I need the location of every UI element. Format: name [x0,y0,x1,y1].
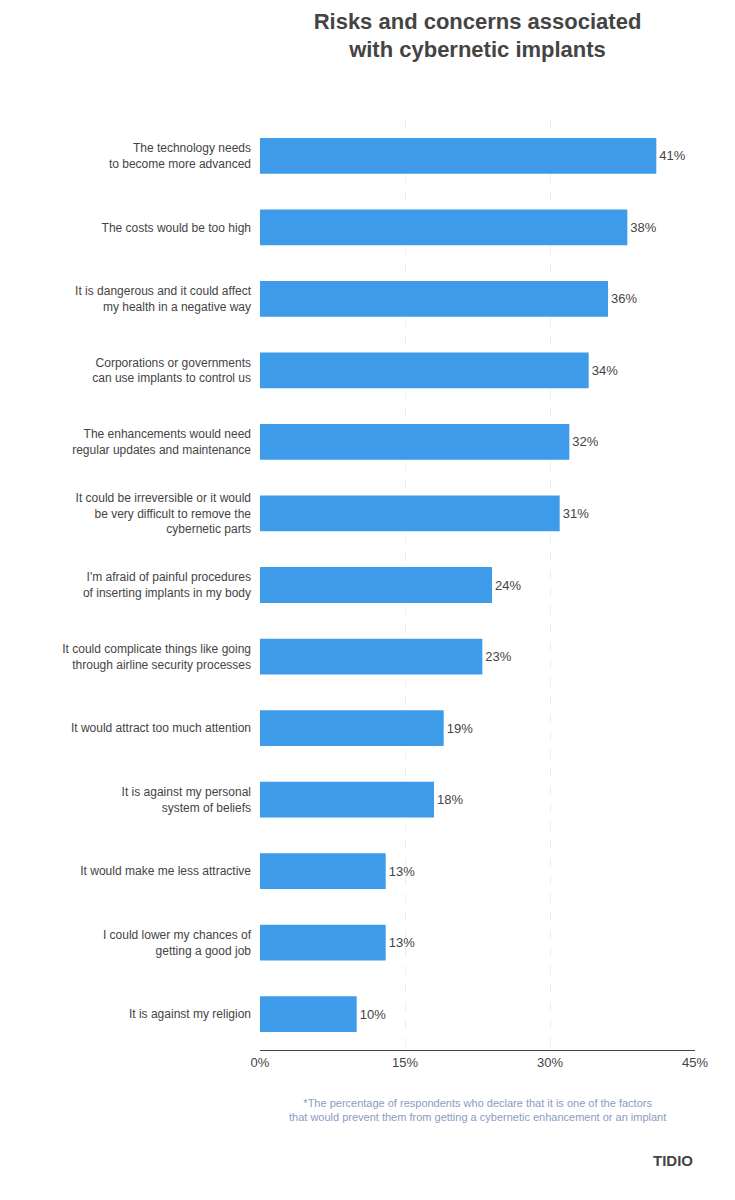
svg-text:Corporations or governmentscan: Corporations or governmentscan use impla… [92,356,251,386]
svg-text:It could complicate things lik: It could complicate things like goingthr… [62,642,251,672]
svg-text:41%: 41% [659,148,685,163]
svg-text:36%: 36% [611,291,637,306]
svg-text:The technology needsto become: The technology needsto become more advan… [109,141,251,171]
svg-text:The enhancements would needreg: The enhancements would needregular updat… [72,427,251,457]
svg-text:It is against my personalsyste: It is against my personalsystem of belie… [122,785,251,815]
svg-text:It would make me less attracti: It would make me less attractive [80,864,251,878]
svg-text:13%: 13% [389,864,415,879]
svg-text:Risks and concerns associatedw: Risks and concerns associatedwith cybern… [314,9,642,63]
svg-text:45%: 45% [682,1055,708,1070]
svg-text:It is dangerous and it could a: It is dangerous and it could affectmy he… [75,284,252,314]
svg-text:It is against my religion: It is against my religion [129,1007,251,1021]
svg-text:32%: 32% [572,434,598,449]
svg-text:0%: 0% [251,1055,270,1070]
svg-text:It could be irreversible or it: It could be irreversible or it wouldbe v… [76,491,252,536]
svg-text:It would attract too much atte: It would attract too much attention [71,721,251,735]
svg-text:24%: 24% [495,578,521,593]
svg-text:*The percentage of respondents: *The percentage of respondents who decla… [289,1097,666,1123]
svg-text:23%: 23% [485,649,511,664]
svg-text:30%: 30% [537,1055,563,1070]
svg-text:34%: 34% [592,363,618,378]
svg-text:TIDIO: TIDIO [653,1152,693,1169]
svg-text:38%: 38% [630,220,656,235]
svg-text:The costs would be too high: The costs would be too high [102,221,251,235]
svg-text:13%: 13% [389,935,415,950]
svg-text:19%: 19% [447,721,473,736]
svg-text:I could lower my chances ofget: I could lower my chances ofgetting a goo… [103,928,252,958]
svg-text:10%: 10% [360,1007,386,1022]
svg-text:I'm afraid of painful procedur: I'm afraid of painful proceduresof inser… [83,570,251,600]
svg-text:31%: 31% [563,506,589,521]
svg-text:18%: 18% [437,792,463,807]
svg-text:15%: 15% [392,1055,418,1070]
